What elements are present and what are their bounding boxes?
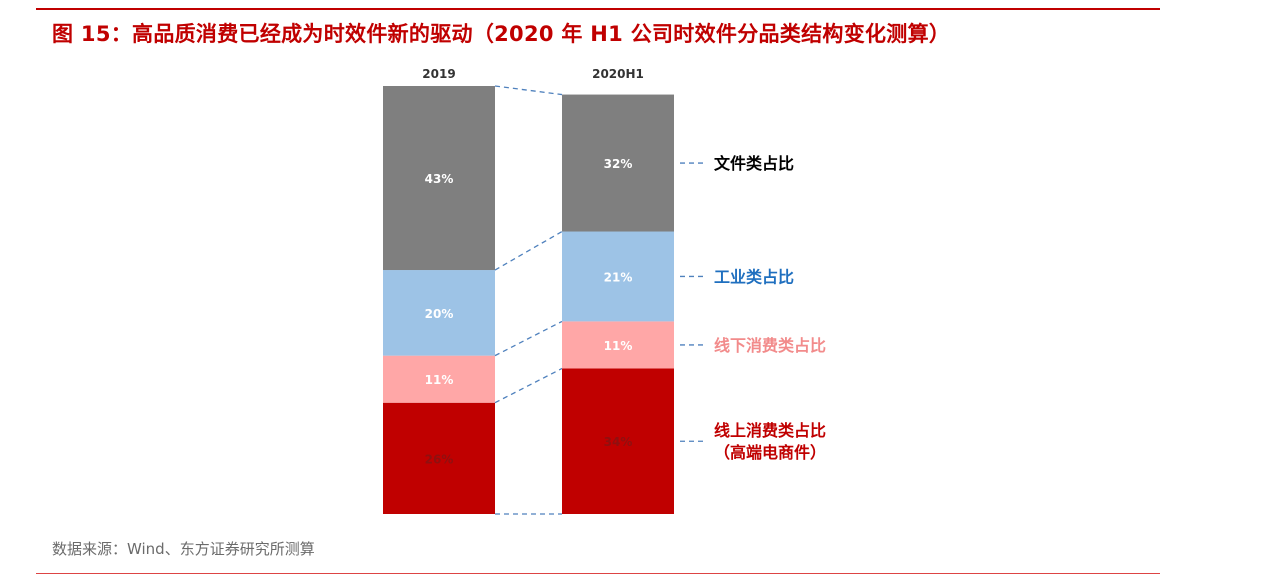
bar-segment <box>383 86 495 271</box>
bar-segment <box>383 355 495 403</box>
connector-line <box>494 320 563 357</box>
bottom-rule <box>36 573 1160 574</box>
bar-segment <box>562 231 674 322</box>
data-label: 11% <box>604 339 633 353</box>
data-label: 21% <box>604 270 633 284</box>
data-label: 20% <box>425 307 454 321</box>
data-label: 11% <box>425 373 454 387</box>
legend-label: （高端电商件） <box>714 443 826 462</box>
bar-segment <box>562 321 674 369</box>
category-label: 2020H1 <box>592 67 644 81</box>
bar-segment <box>562 368 674 514</box>
bar-segment <box>383 402 495 514</box>
source-note: 数据来源：Wind、东方证券研究所测算 <box>52 540 315 558</box>
top-rule <box>36 8 1160 10</box>
connector-line <box>494 85 563 96</box>
bar-segment <box>562 94 674 232</box>
bar-segment <box>383 270 495 356</box>
legend-label: 工业类占比 <box>714 267 794 286</box>
legend-label: 线下消费类占比 <box>714 336 826 355</box>
legend-label: 文件类占比 <box>714 154 794 173</box>
data-label: 32% <box>604 157 633 171</box>
data-label: 34% <box>604 435 633 449</box>
category-label: 2019 <box>422 67 455 81</box>
connector-line <box>494 367 563 404</box>
figure-title: 图 15：高品质消费已经成为时效件新的驱动（2020 年 H1 公司时效件分品类… <box>52 22 951 46</box>
connector-line <box>494 230 563 271</box>
legend-label: 线上消费类占比 <box>714 421 826 440</box>
data-label: 43% <box>425 172 454 186</box>
data-label: 26% <box>425 452 454 466</box>
